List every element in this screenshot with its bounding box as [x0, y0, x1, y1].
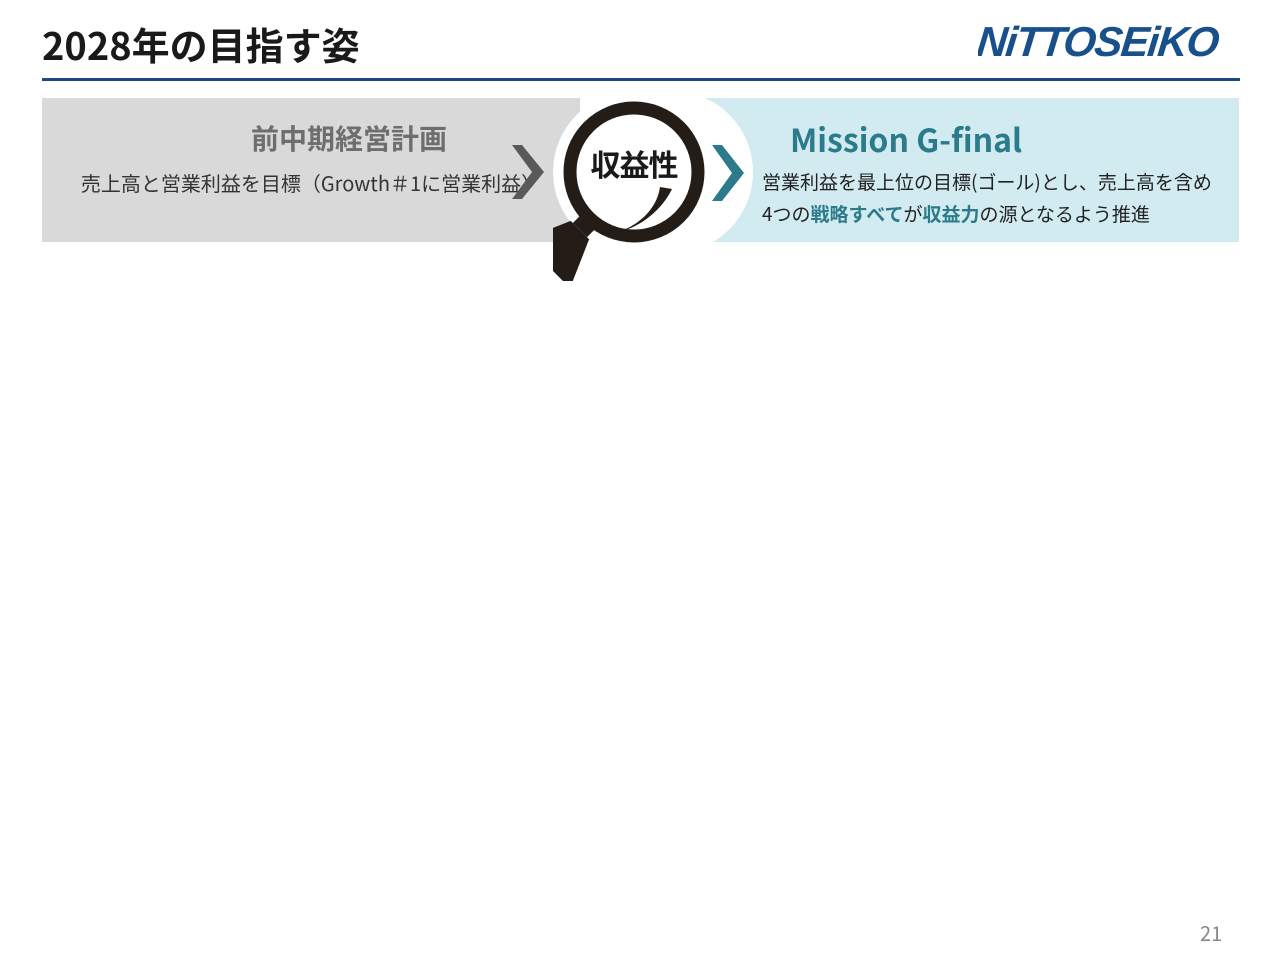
svg-text:NiTTOSEiKO: NiTTOSEiKO — [978, 18, 1222, 65]
